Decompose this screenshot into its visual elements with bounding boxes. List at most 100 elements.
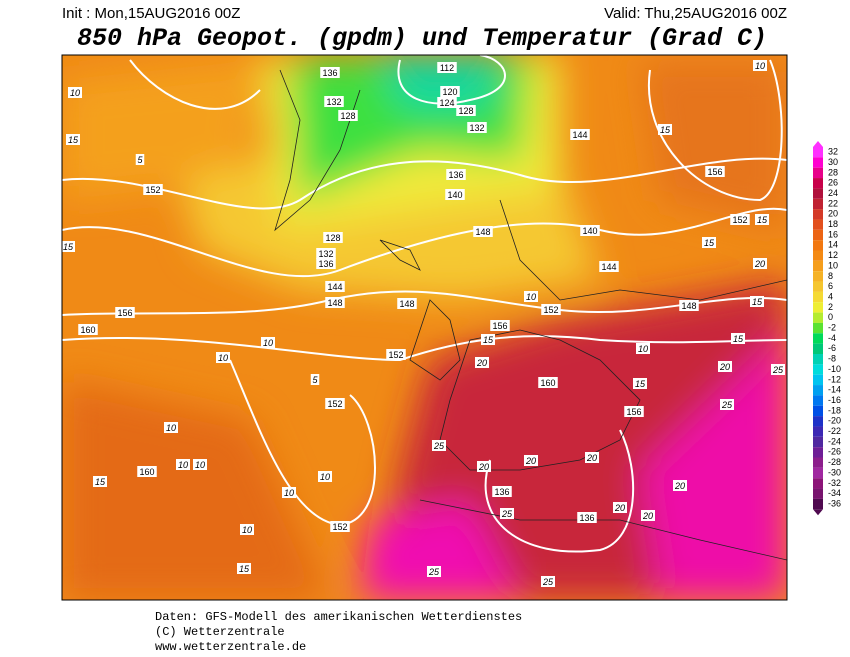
colorbar-swatch	[813, 271, 823, 282]
contour-label-box	[673, 480, 687, 491]
contour-label: 10	[242, 525, 252, 535]
colorbar-swatch	[813, 219, 823, 230]
contour-label: 148	[327, 298, 342, 308]
contour-label: 112	[440, 63, 454, 73]
contour-label: 156	[626, 407, 641, 417]
colorbar-label: -6	[828, 343, 836, 353]
contour-label-box	[325, 297, 345, 308]
contour-label: 15	[660, 125, 671, 135]
colorbar-label: -32	[828, 478, 841, 488]
contour-label: 20	[754, 259, 765, 269]
contour-label: 128	[458, 106, 473, 116]
contour-label: 152	[388, 350, 403, 360]
colorbar-swatch	[813, 312, 823, 323]
colorbar-label: -18	[828, 405, 841, 415]
contour-label-box	[577, 512, 597, 523]
colorbar-swatch	[813, 198, 823, 210]
colorbar-swatch	[813, 343, 823, 354]
colorbar-label: 28	[828, 167, 838, 177]
contour-label: 136	[579, 513, 594, 523]
contour-label: 132	[326, 97, 341, 107]
contour-label-box	[115, 307, 135, 318]
contour-label: 160	[80, 325, 95, 335]
colorbar-swatch	[813, 467, 823, 479]
contour-label-box	[538, 377, 558, 388]
colorbar-swatch	[813, 488, 823, 499]
contour-label: 15	[733, 334, 744, 344]
colorbar-label: 32	[828, 147, 838, 157]
contour-label: 20	[586, 453, 597, 463]
contour-label: 5	[312, 375, 318, 385]
contour-label-box	[237, 563, 251, 574]
colorbar-swatch	[813, 250, 823, 261]
contour-label-box	[599, 261, 619, 272]
colorbar-swatch	[813, 157, 823, 168]
colorbar-label: 2	[828, 302, 833, 312]
contour-label: 152	[327, 399, 342, 409]
contour-label-box	[338, 110, 358, 121]
colorbar-swatch	[813, 229, 823, 241]
contour-label-box	[456, 105, 476, 116]
contour-label: 20	[478, 462, 489, 472]
colorbar-label: -4	[828, 333, 836, 343]
contour-label-box	[445, 189, 465, 200]
contour-label-box	[440, 86, 460, 97]
contour-label-box	[216, 352, 230, 363]
contour-label: 15	[757, 215, 768, 225]
contour-label: 15	[483, 335, 494, 345]
contour-label-box	[437, 62, 457, 73]
contour-label-box	[750, 296, 764, 307]
contour-label: 25	[772, 365, 784, 375]
contour-label-box	[500, 508, 514, 519]
footer-line: www.wetterzentrale.de	[155, 640, 306, 654]
contour-label-box	[427, 566, 441, 577]
contour-label-box	[318, 471, 332, 482]
footer-line: (C) Wetterzentrale	[155, 625, 285, 639]
colorbar-label: -2	[828, 323, 836, 333]
colorbar-label: -36	[828, 498, 841, 508]
contour-label: 10	[638, 344, 648, 354]
contour-label: 20	[674, 481, 685, 491]
contour-label: 15	[239, 564, 250, 574]
contour-label: 10	[166, 423, 176, 433]
contour-label-box	[62, 241, 75, 252]
contour-label: 152	[543, 305, 558, 315]
contour-label: 132	[318, 249, 333, 259]
contour-label: 152	[732, 215, 747, 225]
contour-label-box	[492, 486, 512, 497]
colorbar-swatch	[813, 188, 823, 199]
contour-label-box	[613, 502, 627, 513]
contour-label-box	[330, 521, 350, 532]
contour-label: 10	[284, 488, 294, 498]
contour-label: 144	[327, 282, 342, 292]
colorbar-label: 18	[828, 219, 838, 229]
contour-label-box	[137, 466, 157, 477]
contour-label: 148	[399, 299, 414, 309]
contour-label-box	[93, 476, 107, 487]
contour-label: 152	[332, 522, 347, 532]
contour-label: 15	[63, 242, 74, 252]
contour-label-box	[316, 258, 336, 269]
colorbar-label: -16	[828, 395, 841, 405]
contour-label: 20	[525, 456, 536, 466]
colorbar-label: 0	[828, 312, 833, 322]
contour-label: 144	[601, 262, 616, 272]
contour-label: 25	[433, 441, 445, 451]
init-time: Init : Mon,15AUG2016 00Z	[62, 5, 240, 22]
contour-label-box	[731, 333, 745, 344]
contour-label-box	[753, 60, 767, 71]
colorbar-label: -12	[828, 374, 841, 384]
colorbar-label: 12	[828, 250, 838, 260]
contour-label: 140	[582, 226, 597, 236]
contour-label: 20	[476, 358, 487, 368]
contour-label-box	[636, 343, 650, 354]
colorbar-swatch	[813, 478, 823, 489]
contour-label-box	[705, 166, 725, 177]
colorbar-label: -26	[828, 447, 841, 457]
contour-label: 136	[494, 487, 509, 497]
colorbar-swatch	[813, 260, 823, 272]
colorbar-label: -30	[828, 467, 841, 477]
contour-label: 136	[322, 68, 337, 78]
contour-label: 132	[469, 123, 484, 133]
